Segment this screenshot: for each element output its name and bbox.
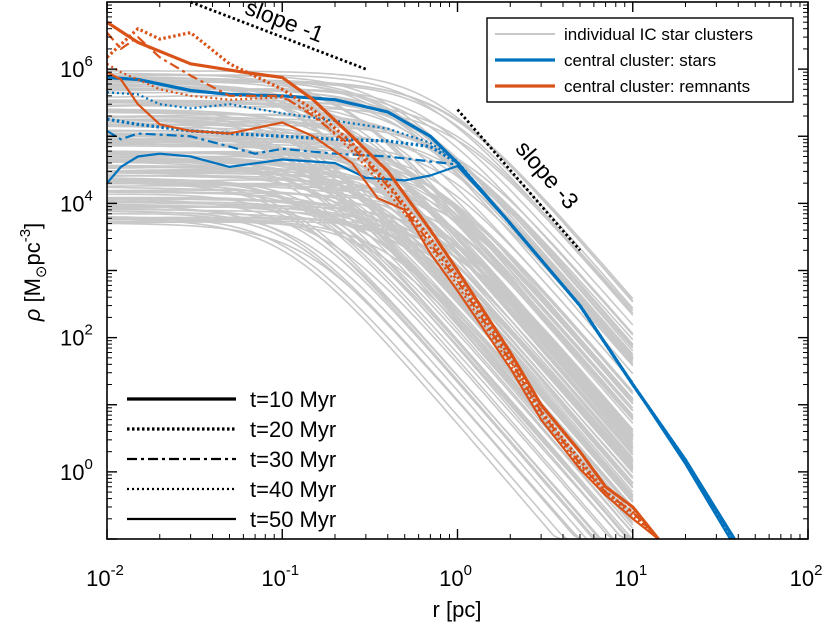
ic-cluster-line bbox=[107, 216, 634, 466]
ic-cluster-line bbox=[107, 210, 588, 539]
x-tick-label: 10-2 bbox=[86, 562, 124, 591]
legend: individual IC star clusters central clust… bbox=[486, 17, 794, 103]
remnants-line-30myr bbox=[107, 31, 660, 539]
ic-cluster-line bbox=[107, 178, 634, 539]
ic-cluster-line bbox=[107, 205, 581, 539]
ic-cluster-line bbox=[107, 198, 594, 539]
y-tick-label: 102 bbox=[60, 322, 93, 351]
ic-cluster-line bbox=[107, 190, 634, 534]
ic-cluster-line bbox=[107, 160, 634, 395]
y-axis-label: ρ [M⊙pc-3] bbox=[17, 223, 50, 322]
legend-label: central cluster: remnants bbox=[564, 77, 750, 96]
ic-cluster-line bbox=[107, 159, 634, 502]
axes: 10-2 10-1 100 101 102 100 102 104 106 r [pc] ρ [M⊙… bbox=[17, 1, 823, 622]
ic-cluster-line bbox=[107, 182, 601, 539]
stars-line-50myr bbox=[107, 152, 732, 539]
ic-cluster-line bbox=[107, 70, 634, 302]
remnants-line-50myr bbox=[107, 71, 660, 539]
remnants-line-40myr bbox=[107, 62, 660, 539]
ic-cluster-line bbox=[107, 91, 634, 420]
legend-label: individual IC star clusters bbox=[564, 25, 753, 44]
x-tick-label: 100 bbox=[439, 562, 472, 591]
remnants-line-20myr bbox=[107, 27, 660, 539]
x-tick-label: 101 bbox=[614, 562, 647, 591]
ic-cluster-line bbox=[107, 161, 634, 534]
ic-cluster-line bbox=[107, 99, 634, 424]
y-tick-label: 100 bbox=[60, 456, 93, 485]
ic-cluster-line bbox=[107, 151, 634, 418]
ic-cluster-line bbox=[107, 169, 634, 471]
time-legend-label: t=40 Myr bbox=[250, 477, 336, 502]
time-legend-label: t=20 Myr bbox=[250, 417, 336, 442]
ic-cluster-line bbox=[107, 85, 634, 454]
ic-cluster-line bbox=[107, 111, 634, 358]
ic-cluster-line bbox=[107, 182, 634, 400]
central-cluster-curves bbox=[107, 20, 736, 539]
legend-label: central cluster: stars bbox=[564, 51, 716, 70]
ic-cluster-line bbox=[107, 131, 634, 359]
ic-cluster-line bbox=[107, 113, 634, 357]
ic-cluster-line bbox=[107, 171, 634, 515]
ic-cluster-line bbox=[107, 166, 634, 478]
ic-cluster-line bbox=[107, 197, 634, 470]
time-legend-label: t=50 Myr bbox=[250, 507, 336, 532]
time-legend: t=10 Myr t=20 Myr t=30 Myr t=40 Myr t=50 Myr bbox=[127, 387, 336, 532]
time-legend-label: t=10 Myr bbox=[250, 387, 336, 412]
y-tick-label: 104 bbox=[60, 187, 93, 216]
ic-cluster-line bbox=[107, 74, 634, 314]
remnants-line-10myr bbox=[107, 20, 660, 539]
x-tick-label: 10-1 bbox=[261, 562, 299, 591]
slope-guide-line bbox=[456, 108, 582, 252]
x-tick-label: 102 bbox=[790, 562, 823, 591]
x-axis-label: r [pc] bbox=[433, 597, 482, 622]
ic-cluster-line bbox=[107, 140, 634, 367]
y-tick-label: 106 bbox=[60, 53, 93, 82]
ic-cluster-line bbox=[107, 193, 607, 539]
time-legend-label: t=30 Myr bbox=[250, 447, 336, 472]
slope-guide-line bbox=[190, 0, 367, 71]
ic-cluster-line bbox=[107, 208, 614, 539]
